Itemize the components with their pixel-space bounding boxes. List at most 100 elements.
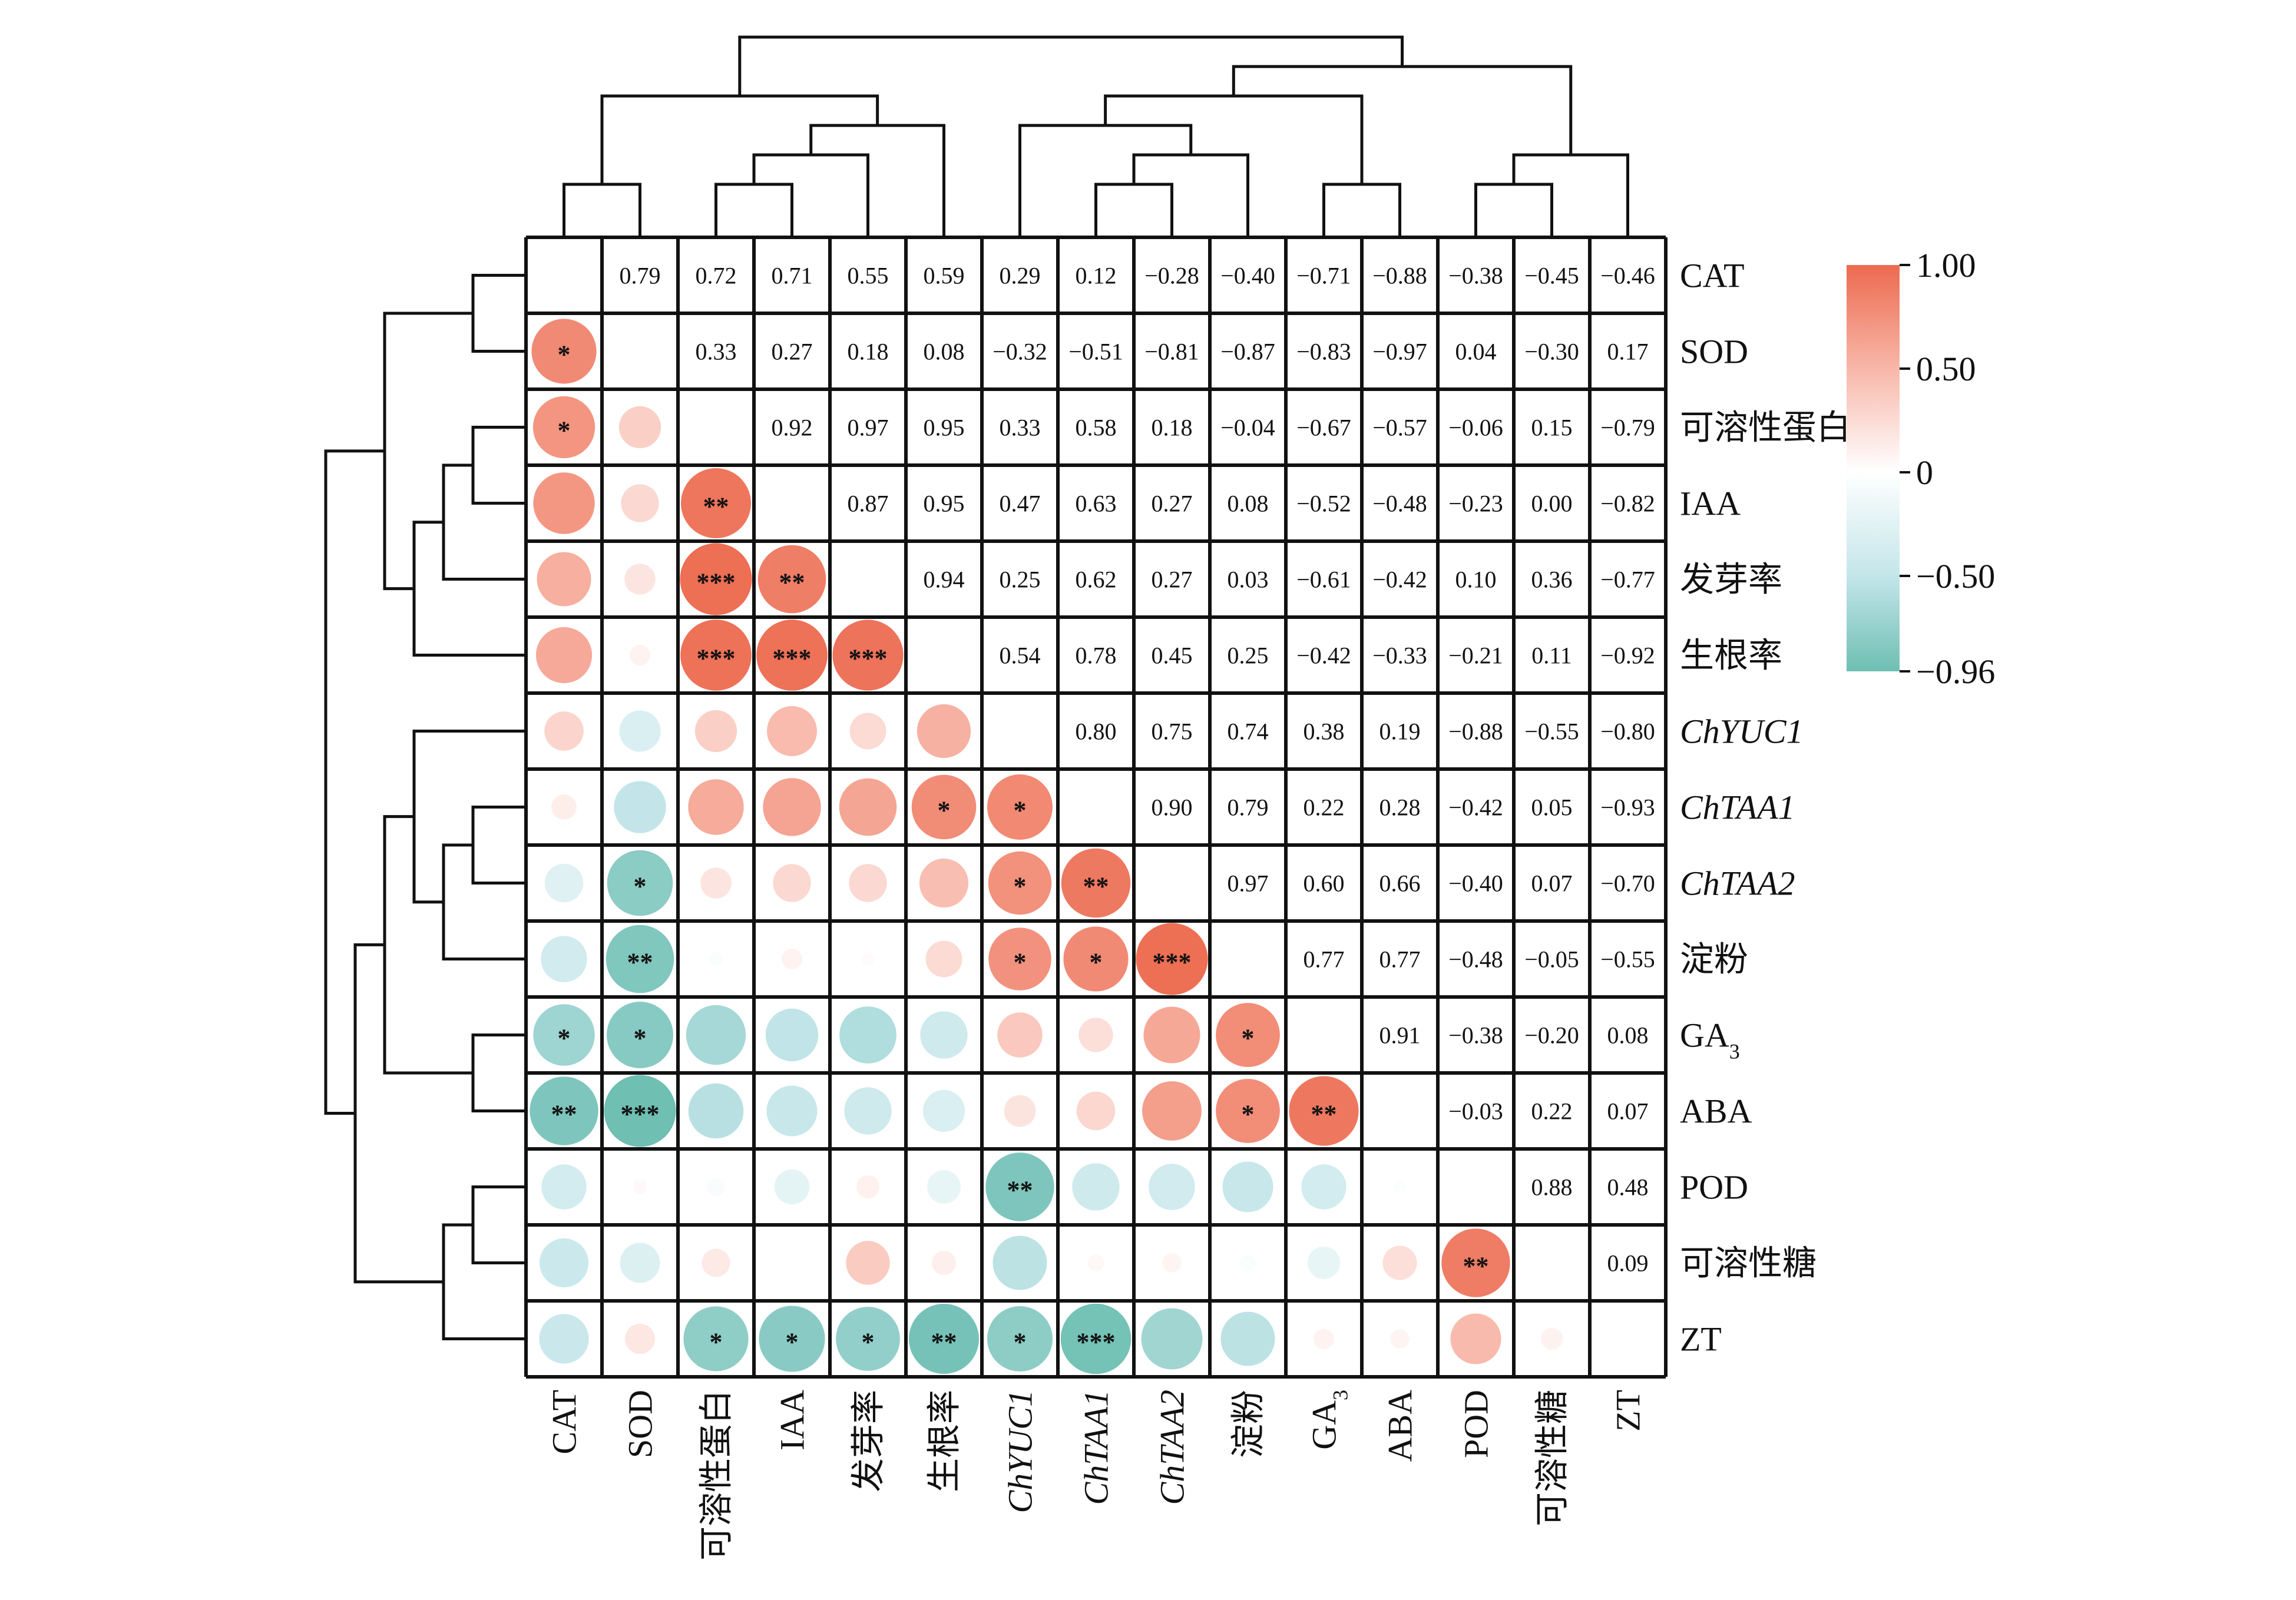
color-scale-legend: 1.00 0.50 0 −0.50 −0.96 — [1847, 246, 1995, 691]
correlation-circle — [606, 925, 674, 993]
correlation-value: 0.66 — [1379, 870, 1421, 897]
correlation-value: −0.79 — [1600, 415, 1655, 441]
correlation-circle — [707, 1178, 725, 1196]
correlation-circle — [1061, 848, 1131, 918]
correlation-circle — [539, 1314, 589, 1364]
correlation-circle — [530, 1076, 598, 1145]
significance-mark: * — [558, 340, 571, 369]
correlation-value: −0.30 — [1524, 339, 1579, 365]
column-label: 可溶性糖 — [1533, 1390, 1572, 1526]
correlation-circle — [1078, 1018, 1113, 1052]
column-label: 发芽率 — [849, 1390, 888, 1492]
significance-mark: * — [1014, 872, 1027, 901]
correlation-value: −0.93 — [1600, 794, 1655, 821]
column-label: 淀粉 — [1229, 1390, 1268, 1458]
correlation-circle — [551, 794, 577, 820]
correlation-circle — [767, 706, 817, 756]
correlation-circle — [919, 858, 969, 908]
significance-mark: * — [1242, 1100, 1255, 1129]
dendrogram-branch — [600, 94, 879, 184]
correlation-value: 0.38 — [1304, 718, 1345, 745]
dendrogram-branch — [738, 35, 1404, 96]
correlation-circle — [1063, 926, 1129, 992]
correlation-value: 0.22 — [1304, 794, 1345, 821]
correlation-value: 0.95 — [924, 491, 965, 517]
significance-mark: ** — [1311, 1100, 1337, 1129]
correlation-value: 0.09 — [1607, 1250, 1649, 1277]
correlation-circle — [630, 645, 650, 665]
correlation-value: 0.05 — [1531, 794, 1573, 821]
correlation-value: −0.92 — [1600, 642, 1655, 669]
row-label: 可溶性蛋白 — [1680, 409, 1851, 447]
correlation-circle — [1239, 1254, 1256, 1271]
correlation-circle — [618, 406, 661, 449]
correlation-circle — [1141, 1308, 1203, 1370]
correlation-value: 0.07 — [1607, 1098, 1649, 1125]
correlation-value: 0.27 — [1152, 567, 1193, 593]
correlation-value: −0.21 — [1448, 642, 1503, 669]
correlation-value: 0.88 — [1531, 1174, 1573, 1201]
correlation-circle — [997, 1012, 1043, 1058]
correlation-circle — [624, 1323, 656, 1354]
correlation-value: −0.05 — [1524, 946, 1579, 973]
correlation-value: 0.18 — [1152, 415, 1193, 441]
correlation-value: 0.25 — [1000, 567, 1041, 593]
correlation-value: 0.04 — [1455, 339, 1497, 365]
correlation-circle — [1072, 1163, 1120, 1211]
correlation-circle — [861, 952, 875, 966]
correlation-value: 0.97 — [848, 415, 889, 441]
correlation-circle — [849, 864, 887, 902]
correlation-circle — [1076, 1091, 1116, 1131]
significance-mark: ** — [703, 492, 729, 521]
correlation-value: −0.48 — [1448, 946, 1503, 973]
dendrogram-branch — [324, 449, 385, 1115]
correlation-value: −0.97 — [1372, 339, 1427, 365]
row-label: ZT — [1680, 1320, 1722, 1359]
correlation-value: 0.25 — [1228, 642, 1269, 669]
correlation-value: −0.70 — [1600, 870, 1655, 897]
correlation-circle — [839, 778, 897, 836]
correlation-circle — [839, 1006, 896, 1064]
row-label: 淀粉 — [1680, 940, 1748, 979]
correlation-value: 0.07 — [1531, 870, 1573, 897]
correlation-circle — [1220, 1311, 1275, 1366]
correlation-value: 0.33 — [696, 339, 737, 365]
correlation-value: 0.97 — [1228, 870, 1269, 897]
row-label: GA3 — [1680, 1016, 1740, 1064]
significance-mark: ** — [627, 948, 653, 977]
correlation-circle — [537, 552, 591, 607]
correlation-circle — [700, 867, 732, 899]
color-scale-tick-label: −0.50 — [1916, 557, 1995, 595]
column-label: ChTAA2 — [1153, 1390, 1192, 1505]
correlation-circle — [533, 472, 595, 534]
correlation-circle — [1390, 1329, 1410, 1349]
column-label: ABA — [1381, 1390, 1420, 1462]
row-label: CAT — [1680, 257, 1745, 295]
correlation-value: −0.45 — [1524, 263, 1579, 289]
significance-mark: *** — [697, 644, 736, 673]
correlation-value: −0.55 — [1524, 718, 1579, 745]
correlation-value: −0.77 — [1600, 567, 1655, 593]
color-scale-tick-label: 0 — [1916, 453, 1933, 492]
row-label: 生根率 — [1680, 637, 1782, 675]
row-label: 发芽率 — [1680, 561, 1782, 599]
correlation-circle — [633, 1180, 647, 1194]
dendrogram-branch — [353, 943, 444, 1284]
correlation-value: 0.00 — [1531, 491, 1573, 517]
dendrogram-branch — [1094, 183, 1173, 237]
significance-mark: * — [710, 1328, 723, 1357]
correlation-circle — [681, 468, 751, 538]
correlation-value: −0.20 — [1524, 1022, 1579, 1049]
correlation-circle — [773, 864, 811, 902]
significance-mark: *** — [621, 1100, 660, 1129]
correlation-circle — [931, 1250, 957, 1276]
correlation-circle — [1136, 923, 1208, 995]
correlation-value: −0.32 — [992, 339, 1047, 365]
correlation-value: −0.23 — [1448, 491, 1503, 517]
correlation-circle — [1289, 1076, 1359, 1146]
color-scale-ticks: 1.00 0.50 0 −0.50 −0.96 — [1900, 246, 1995, 691]
correlation-value: −0.04 — [1220, 415, 1275, 441]
correlation-value: 0.03 — [1228, 567, 1269, 593]
correlation-value: 0.17 — [1607, 339, 1649, 365]
